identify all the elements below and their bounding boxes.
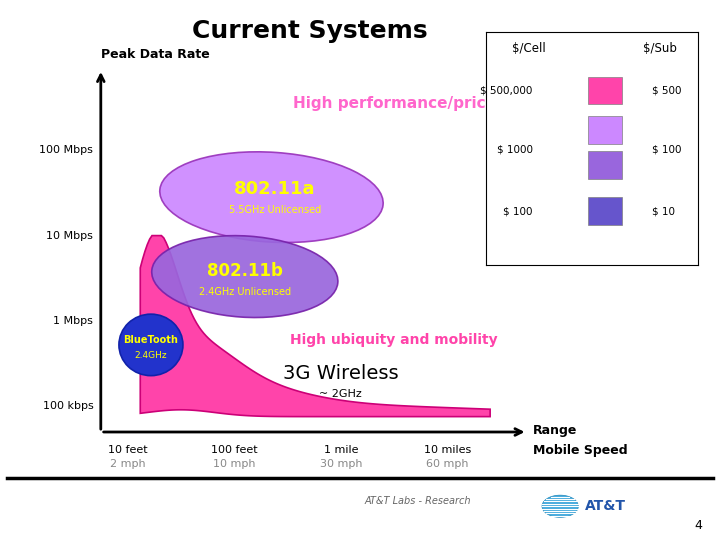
Text: $ 100: $ 100: [652, 145, 681, 154]
Text: 30 mph: 30 mph: [320, 460, 362, 469]
Text: 1 Mbps: 1 Mbps: [53, 316, 94, 326]
Text: $ 500,000: $ 500,000: [480, 85, 533, 96]
Text: AT&T Labs - Research: AT&T Labs - Research: [364, 496, 471, 506]
Text: 5.5GHz Unlicensed: 5.5GHz Unlicensed: [228, 205, 321, 215]
Ellipse shape: [160, 152, 383, 242]
Text: 10 feet: 10 feet: [108, 445, 148, 455]
Bar: [588, 77, 622, 104]
Text: High ubiquity and mobility: High ubiquity and mobility: [290, 333, 498, 347]
Text: 60 mph: 60 mph: [426, 460, 469, 469]
Polygon shape: [140, 235, 490, 417]
Text: 4: 4: [694, 519, 702, 532]
Bar: [588, 116, 622, 144]
Text: Range: Range: [533, 424, 577, 437]
Text: 100 kbps: 100 kbps: [42, 401, 94, 411]
Polygon shape: [542, 495, 578, 517]
Text: 1 mile: 1 mile: [323, 445, 358, 455]
Text: 2 mph: 2 mph: [109, 460, 145, 469]
Text: $ 100: $ 100: [503, 206, 533, 216]
Text: $/Cell: $/Cell: [512, 42, 545, 55]
Text: 10 mph: 10 mph: [213, 460, 256, 469]
Text: $ 500: $ 500: [652, 85, 681, 96]
Text: 100 feet: 100 feet: [211, 445, 258, 455]
Text: Peak Data Rate: Peak Data Rate: [101, 48, 210, 60]
Text: $/Sub: $/Sub: [643, 42, 677, 55]
Ellipse shape: [119, 314, 183, 376]
Text: $ 10: $ 10: [652, 206, 675, 216]
Bar: [588, 197, 622, 225]
Text: AT&T: AT&T: [585, 500, 626, 513]
Text: BlueTooth: BlueTooth: [124, 335, 179, 345]
Ellipse shape: [152, 235, 338, 318]
Text: ~ 2GHz: ~ 2GHz: [320, 389, 362, 400]
Text: 802.11b: 802.11b: [207, 262, 283, 280]
Text: 100 Mbps: 100 Mbps: [40, 145, 94, 155]
Text: 10 Mbps: 10 Mbps: [47, 231, 94, 241]
Text: Mobile Speed: Mobile Speed: [533, 444, 627, 457]
Text: 802.11a: 802.11a: [234, 180, 315, 198]
Text: 2.4GHz: 2.4GHz: [135, 350, 167, 360]
Text: High performance/price: High performance/price: [292, 96, 495, 111]
Text: Current Systems: Current Systems: [192, 19, 428, 43]
Text: 3G Wireless: 3G Wireless: [283, 364, 399, 383]
Text: $ 1000: $ 1000: [497, 145, 533, 154]
Bar: [588, 151, 622, 179]
Text: 2.4GHz Unlicensed: 2.4GHz Unlicensed: [199, 287, 291, 297]
Text: 10 miles: 10 miles: [424, 445, 471, 455]
